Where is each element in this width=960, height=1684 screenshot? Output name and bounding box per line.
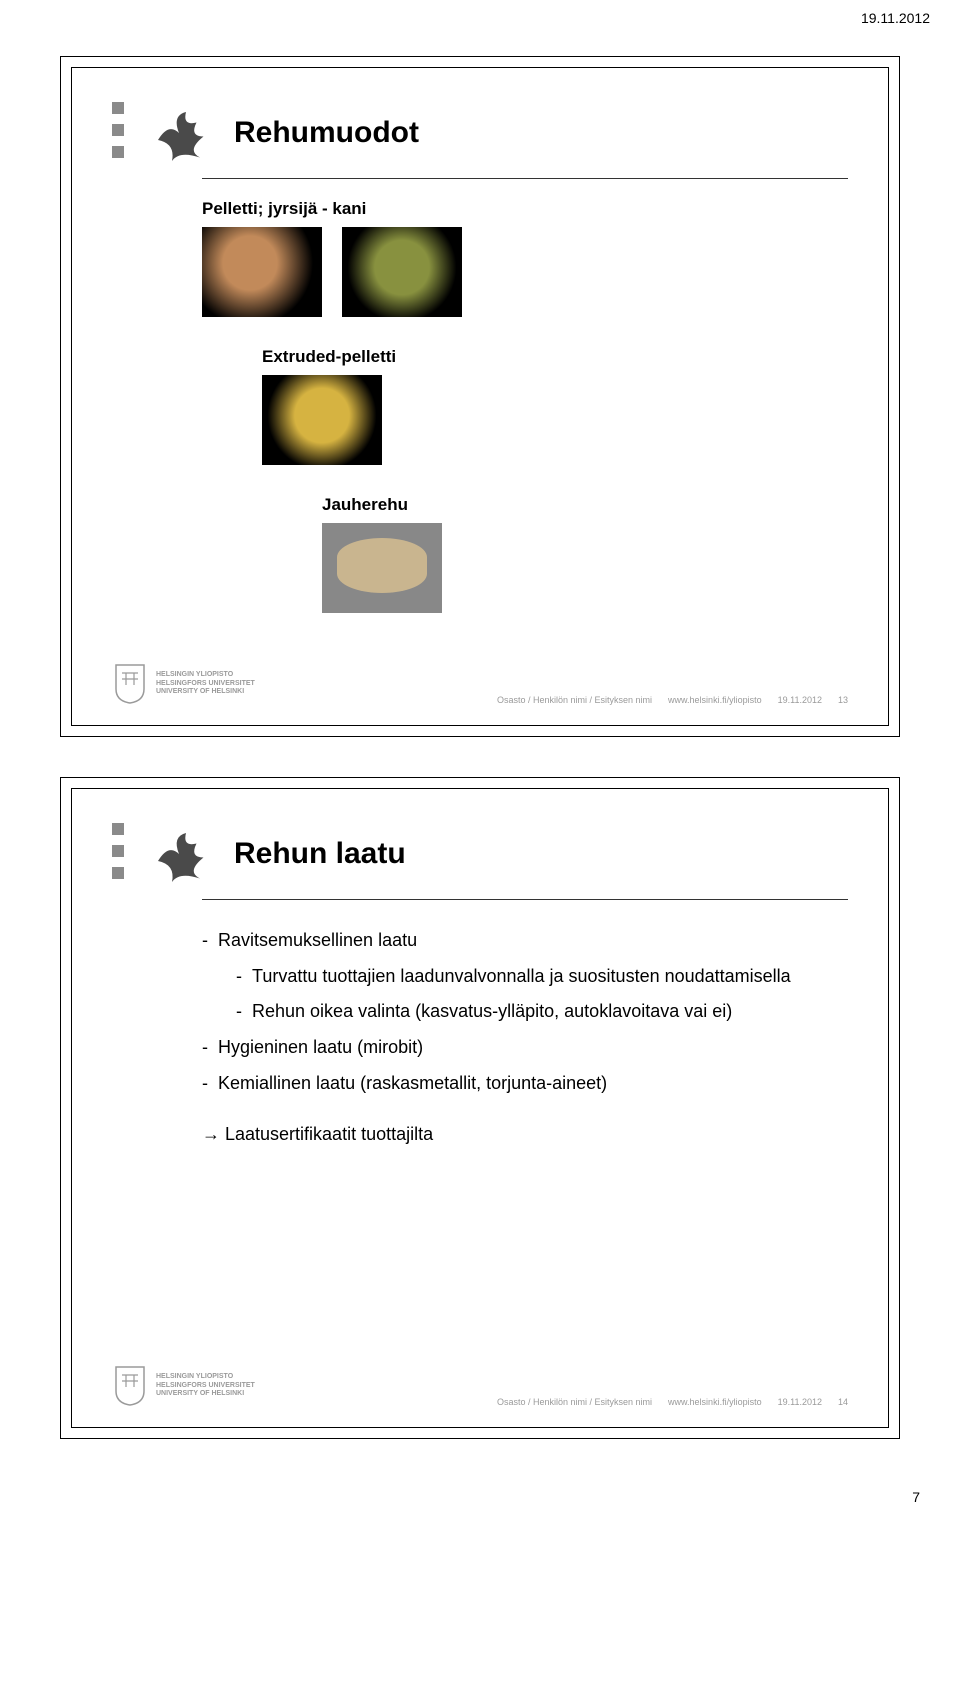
slide-1-footer: HELSINGIN YLIOPISTO HELSINGFORS UNIVERSI… (112, 643, 848, 705)
bullet-text: Turvattu tuottajien laadunvalvonnalla ja… (252, 962, 791, 992)
footer-url: www.helsinki.fi/yliopisto (668, 695, 762, 705)
uni-line1: HELSINGIN YLIOPISTO (156, 1373, 233, 1380)
slide-2-title-row: Rehun laatu (112, 819, 848, 889)
university-crest-icon (112, 1365, 148, 1407)
dash-icon: - (202, 1033, 208, 1063)
decorative-bullets (112, 102, 124, 158)
extruded-image (262, 375, 382, 465)
bullet-square (112, 124, 124, 136)
page-header-date: 19.11.2012 (0, 0, 960, 26)
list-item: -Turvattu tuottajien laadunvalvonnalla j… (236, 962, 848, 992)
slide-1-inner: Rehumuodot Pelletti; jyrsijä - kani Extr… (71, 67, 889, 726)
university-logo: HELSINGIN YLIOPISTO HELSINGFORS UNIVERSI… (112, 1365, 255, 1407)
slide-1-outer: Rehumuodot Pelletti; jyrsijä - kani Extr… (60, 56, 900, 737)
slide-2-footer: HELSINGIN YLIOPISTO HELSINGFORS UNIVERSI… (112, 1345, 848, 1407)
footer-date: 19.11.2012 (778, 1397, 822, 1407)
title-rule (202, 899, 848, 900)
uni-line2: HELSINGFORS UNIVERSITET (156, 680, 255, 687)
bullet-text: Hygieninen laatu (mirobit) (218, 1033, 423, 1063)
decorative-bullets (112, 823, 124, 879)
flame-logo-icon (144, 819, 214, 889)
powder-images (322, 523, 848, 613)
university-name: HELSINGIN YLIOPISTO HELSINGFORS UNIVERSI… (156, 1373, 255, 1399)
powder-caption: Jauherehu (322, 495, 848, 515)
pellet-images (202, 227, 848, 317)
slide-1-content: Pelletti; jyrsijä - kani Extruded-pellet… (202, 199, 848, 643)
bullet-list: -Ravitsemuksellinen laatu -Turvattu tuot… (202, 926, 848, 1098)
university-logo: HELSINGIN YLIOPISTO HELSINGFORS UNIVERSI… (112, 663, 255, 705)
dash-icon: - (202, 926, 208, 956)
bullet-square (112, 867, 124, 879)
bullet-square (112, 146, 124, 158)
extruded-caption: Extruded-pelletti (262, 347, 848, 367)
slide-1-title: Rehumuodot (234, 116, 419, 150)
pellet-green-image (342, 227, 462, 317)
university-crest-icon (112, 663, 148, 705)
page-number: 7 (0, 1479, 960, 1525)
powder-block: Jauherehu (322, 495, 848, 613)
slide-2-title: Rehun laatu (234, 837, 406, 871)
footer-num: 14 (838, 1397, 848, 1407)
pellet-caption: Pelletti; jyrsijä - kani (202, 199, 848, 219)
footer-num: 13 (838, 695, 848, 705)
bullet-text: Kemiallinen laatu (raskasmetallit, torju… (218, 1069, 607, 1099)
list-item: -Rehun oikea valinta (kasvatus-ylläpito,… (236, 997, 848, 1027)
uni-line1: HELSINGIN YLIOPISTO (156, 671, 233, 678)
slide-1-title-row: Rehumuodot (112, 98, 848, 168)
arrow-line: → Laatusertifikaatit tuottajilta (202, 1124, 848, 1145)
powder-image (322, 523, 442, 613)
dash-icon: - (236, 997, 242, 1027)
bullet-square (112, 823, 124, 835)
footer-left: Osasto / Henkilön nimi / Esityksen nimi (497, 695, 652, 705)
slide-2-inner: Rehun laatu -Ravitsemuksellinen laatu -T… (71, 788, 889, 1428)
footer-url: www.helsinki.fi/yliopisto (668, 1397, 762, 1407)
bullet-text: Ravitsemuksellinen laatu (218, 926, 417, 956)
uni-line3: UNIVERSITY OF HELSINKI (156, 1390, 244, 1397)
list-item: -Kemiallinen laatu (raskasmetallit, torj… (202, 1069, 848, 1099)
dash-icon: - (236, 962, 242, 992)
slide-1-footer-meta: Osasto / Henkilön nimi / Esityksen nimi … (497, 695, 848, 705)
list-item: -Hygieninen laatu (mirobit) (202, 1033, 848, 1063)
extruded-block: Extruded-pelletti (262, 347, 848, 465)
footer-left: Osasto / Henkilön nimi / Esityksen nimi (497, 1397, 652, 1407)
footer-date: 19.11.2012 (778, 695, 822, 705)
slide-2-footer-meta: Osasto / Henkilön nimi / Esityksen nimi … (497, 1397, 848, 1407)
uni-line2: HELSINGFORS UNIVERSITET (156, 1382, 255, 1389)
bullet-square (112, 102, 124, 114)
pellet-block: Pelletti; jyrsijä - kani (202, 199, 848, 317)
flame-logo-icon (144, 98, 214, 168)
slide-2-outer: Rehun laatu -Ravitsemuksellinen laatu -T… (60, 777, 900, 1439)
list-item: -Ravitsemuksellinen laatu (202, 926, 848, 956)
slide-2-content: -Ravitsemuksellinen laatu -Turvattu tuot… (202, 920, 848, 1345)
bullet-text: Rehun oikea valinta (kasvatus-ylläpito, … (252, 997, 732, 1027)
dash-icon: - (202, 1069, 208, 1099)
pellet-brown-image (202, 227, 322, 317)
extruded-images (262, 375, 848, 465)
title-rule (202, 178, 848, 179)
bullet-square (112, 845, 124, 857)
uni-line3: UNIVERSITY OF HELSINKI (156, 688, 244, 695)
university-name: HELSINGIN YLIOPISTO HELSINGFORS UNIVERSI… (156, 671, 255, 697)
